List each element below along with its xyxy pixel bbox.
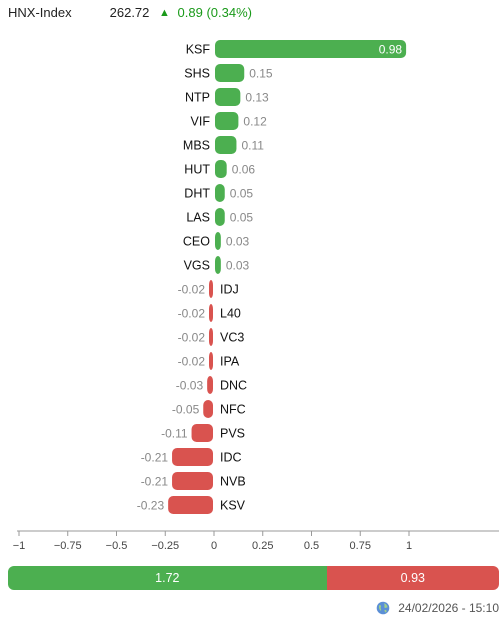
bar-nfc <box>203 400 213 418</box>
stock-symbol: IDJ <box>220 283 239 297</box>
bar-las <box>215 208 225 226</box>
value-label: -0.11 <box>161 427 188 441</box>
x-axis: −1 −0.75 −0.5 −0.25 0 0.25 0.5 0.75 1 <box>13 530 499 552</box>
contribution-bar-chart: KSF 0.98 SHS 0.15 NTP 0.13 VIF 0.12 MBS 0.11 HUT 0.… <box>13 40 499 552</box>
stock-symbol: VIF <box>191 115 211 129</box>
value-label: -0.02 <box>178 355 206 369</box>
bar-dnc <box>207 376 213 394</box>
breadth-down-segment: 0.93 <box>326 566 499 590</box>
bar-l40 <box>209 304 213 322</box>
stock-symbol: DNC <box>220 379 247 393</box>
stock-symbol: NFC <box>220 403 246 417</box>
breadth-up-segment: 1.72 <box>8 566 327 590</box>
value-label: -0.21 <box>141 475 169 489</box>
value-label: 0.11 <box>241 139 264 153</box>
stock-symbol: DHT <box>184 187 210 201</box>
bar-mbs <box>215 136 237 154</box>
bar-ksf <box>215 40 407 58</box>
value-label: 0.15 <box>249 67 273 81</box>
globe-icon <box>376 601 390 615</box>
stock-symbol: IDC <box>220 451 242 465</box>
stock-symbol: HUT <box>184 163 210 177</box>
bars-group: KSF 0.98 SHS 0.15 NTP 0.13 VIF 0.12 MBS 0.11 HUT 0.… <box>137 40 407 514</box>
market-breadth-bar: 1.72 0.93 <box>8 566 499 590</box>
value-label: -0.03 <box>176 379 204 393</box>
stock-symbol: VC3 <box>220 331 244 345</box>
value-label: -0.02 <box>178 331 206 345</box>
index-value: 262.72 <box>109 5 150 21</box>
index-header: HNX-Index 262.72 ▲ 0.89 (0.34%) <box>8 4 252 24</box>
x-tick-label: 1 <box>406 540 412 552</box>
bar-dht <box>215 184 225 202</box>
x-tick-label: −0.75 <box>54 540 82 552</box>
x-tick-label: 0 <box>211 540 217 552</box>
bar-ksv <box>168 496 213 514</box>
value-label: 0.03 <box>226 259 250 273</box>
stock-symbol: CEO <box>183 235 210 249</box>
stock-symbol: LAS <box>186 211 210 225</box>
value-label: 0.06 <box>232 163 256 177</box>
bar-vif <box>215 112 239 130</box>
bar-shs <box>215 64 245 82</box>
value-label: 0.05 <box>230 187 254 201</box>
stock-symbol: L40 <box>220 307 241 321</box>
index-name: HNX-Index <box>8 5 72 21</box>
x-tick-label: 0.25 <box>252 540 273 552</box>
timestamp: 24/02/2026 - 15:10 <box>398 600 499 615</box>
up-arrow-icon: ▲ <box>159 6 170 19</box>
index-change: 0.89 (0.34%) <box>177 5 252 21</box>
value-label: 0.98 <box>379 43 403 57</box>
x-tick-label: 0.75 <box>350 540 371 552</box>
bar-idc <box>172 448 213 466</box>
value-label: -0.02 <box>178 283 206 297</box>
value-label: 0.12 <box>243 115 267 129</box>
footer: 24/02/2026 - 15:10 <box>376 600 499 615</box>
stock-symbol: MBS <box>183 139 210 153</box>
stock-symbol: KSF <box>186 43 211 57</box>
value-label: -0.21 <box>141 451 169 465</box>
x-tick-label: −0.5 <box>106 540 128 552</box>
bar-ipa <box>209 352 213 370</box>
stock-symbol: NTP <box>185 91 210 105</box>
stock-symbol: SHS <box>184 67 210 81</box>
x-tick-label: −0.25 <box>151 540 179 552</box>
stock-symbol: VGS <box>184 259 210 273</box>
value-label: -0.02 <box>178 307 206 321</box>
stock-symbol: PVS <box>220 427 245 441</box>
value-label: 0.13 <box>245 91 269 105</box>
value-label: -0.05 <box>172 403 200 417</box>
stock-symbol: NVB <box>220 475 246 489</box>
x-tick-label: −1 <box>13 540 26 552</box>
stock-symbol: KSV <box>220 499 246 513</box>
bar-pvs <box>191 424 213 442</box>
bar-idj <box>209 280 213 298</box>
x-tick-label: 0.5 <box>304 540 319 552</box>
bar-vgs <box>215 256 221 274</box>
value-label: 0.05 <box>230 211 254 225</box>
value-label: -0.23 <box>137 499 165 513</box>
bar-hut <box>215 160 227 178</box>
bar-vc3 <box>209 328 213 346</box>
bar-ntp <box>215 88 241 106</box>
bar-ceo <box>215 232 221 250</box>
value-label: 0.03 <box>226 235 250 249</box>
stock-symbol: IPA <box>220 355 240 369</box>
bar-nvb <box>172 472 213 490</box>
